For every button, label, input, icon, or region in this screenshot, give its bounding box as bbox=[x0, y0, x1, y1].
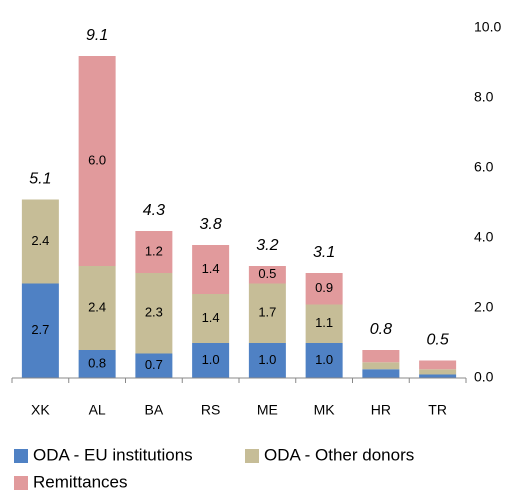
bar-segment bbox=[135, 273, 173, 354]
bar-segment bbox=[305, 273, 343, 305]
bar-segment bbox=[78, 266, 116, 350]
x-tick-label: MK bbox=[314, 402, 336, 418]
y-tick-label: 2.0 bbox=[474, 299, 494, 315]
segment-label: 2.7 bbox=[31, 322, 49, 337]
bar-segment bbox=[419, 369, 457, 375]
bar-segment bbox=[192, 245, 230, 294]
x-tick-label: RS bbox=[201, 402, 220, 418]
x-tick-label: AL bbox=[89, 402, 106, 418]
legend-swatch bbox=[14, 449, 28, 463]
x-tick-label: ME bbox=[257, 402, 278, 418]
bar-segment bbox=[362, 369, 400, 378]
total-label: 4.3 bbox=[143, 202, 165, 219]
bar-segment bbox=[135, 353, 173, 378]
segment-label: 2.3 bbox=[145, 305, 163, 320]
x-tick-label: HR bbox=[371, 402, 391, 418]
bar-segment bbox=[21, 199, 59, 284]
bar-segment bbox=[362, 362, 400, 370]
segment-label: 1.0 bbox=[315, 352, 333, 367]
segment-label: 1.4 bbox=[202, 261, 220, 276]
bar-segment bbox=[248, 266, 286, 284]
bar-segment bbox=[248, 283, 286, 343]
total-label: 3.2 bbox=[256, 237, 278, 254]
legend-label: Remittances bbox=[33, 472, 127, 491]
legend-label: ODA - EU institutions bbox=[33, 445, 193, 464]
segment-label: 2.4 bbox=[31, 233, 49, 248]
legend-swatch bbox=[245, 449, 259, 463]
bar-segment bbox=[78, 350, 116, 378]
legend-label: ODA - Other donors bbox=[264, 445, 414, 464]
segment-label: 0.5 bbox=[258, 266, 276, 281]
y-tick-label: 4.0 bbox=[474, 229, 494, 245]
total-label: 5.1 bbox=[29, 171, 51, 188]
total-label: 0.8 bbox=[370, 321, 392, 338]
x-tick-label: TR bbox=[428, 402, 447, 418]
segment-label: 1.1 bbox=[315, 315, 333, 330]
segment-label: 1.7 bbox=[258, 305, 276, 320]
bar-segment bbox=[305, 304, 343, 343]
segment-label: 1.0 bbox=[202, 352, 220, 367]
legend-swatch bbox=[14, 476, 28, 490]
bar-segment bbox=[362, 350, 400, 363]
bar-segment bbox=[78, 56, 116, 266]
y-tick-label: 6.0 bbox=[474, 159, 494, 175]
y-tick-label: 0.0 bbox=[474, 369, 494, 385]
segment-label: 6.0 bbox=[88, 152, 106, 167]
segment-label: 0.9 bbox=[315, 280, 333, 295]
y-tick-label: 8.0 bbox=[474, 89, 494, 105]
x-tick-label: XK bbox=[31, 402, 50, 418]
total-label: 0.5 bbox=[427, 332, 449, 349]
segment-label: 1.0 bbox=[258, 352, 276, 367]
bar-segment bbox=[192, 343, 230, 378]
bar-segment bbox=[135, 231, 173, 273]
segment-label: 2.4 bbox=[88, 299, 106, 314]
segment-label: 1.2 bbox=[145, 243, 163, 258]
bar-segment bbox=[21, 283, 59, 378]
total-label: 3.8 bbox=[200, 216, 222, 233]
bar-segment bbox=[192, 294, 230, 343]
bar-segment bbox=[419, 374, 457, 378]
bar-segment bbox=[248, 343, 286, 378]
x-tick-label: BA bbox=[145, 402, 164, 418]
segment-label: 1.4 bbox=[202, 310, 220, 325]
segment-label: 0.7 bbox=[145, 357, 163, 372]
bar-segment bbox=[419, 360, 457, 370]
total-label: 3.1 bbox=[313, 244, 335, 261]
y-tick-label: 10.0 bbox=[474, 19, 501, 35]
total-label: 9.1 bbox=[86, 27, 108, 44]
segment-label: 0.8 bbox=[88, 355, 106, 370]
bar-segment bbox=[305, 343, 343, 378]
